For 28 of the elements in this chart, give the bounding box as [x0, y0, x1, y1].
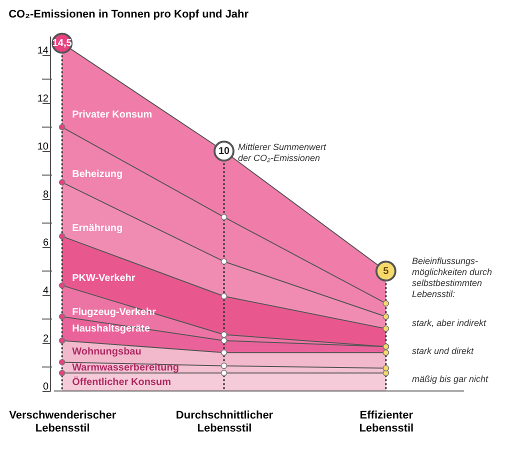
- x-tick-label: Verschwenderischer Lebensstil: [9, 410, 117, 434]
- y-tick-label: 14: [37, 46, 49, 57]
- text: mäßig bis gar nicht: [412, 374, 489, 384]
- series-label: Privater Konsum: [72, 110, 152, 121]
- y-tick-label: 4: [42, 286, 49, 297]
- series-label: Öffentlicher Konsum: [72, 376, 172, 388]
- text: Beieinflussungs-möglichkeiten durch selbstbestimmten Lebensstil:: [412, 256, 492, 299]
- series-label: Wohnungsbau: [72, 346, 142, 358]
- series-label: Flugzeug-Verkehr: [72, 306, 156, 318]
- series-label: Ernährung: [72, 223, 123, 234]
- chart-title: CO₂-Emissionen in Tonnen pro Kopf und Jahr: [8, 8, 250, 21]
- y-tick-label: 6: [42, 238, 49, 249]
- y-tick-label: 10: [37, 142, 49, 153]
- series-label: Haushaltsgeräte: [72, 324, 150, 335]
- series-label: Beheizung: [72, 169, 123, 180]
- y-tick-label: 2: [42, 334, 49, 345]
- y-tick-label: 8: [42, 190, 49, 201]
- text: stark und direkt: [412, 346, 474, 356]
- x-tick-label: Durchschnittlicher Lebensstil: [176, 410, 274, 434]
- total-label: 10: [218, 146, 230, 158]
- total-label: 5: [383, 266, 390, 278]
- series-label: Warmwasserbereitung: [72, 362, 179, 374]
- text: stark, aber indirekt: [412, 318, 487, 328]
- series-label: PKW-Verkehr: [72, 273, 136, 284]
- y-tick-label: 0: [42, 382, 49, 392]
- annotation: Mittlerer Summenwert der CO₂-Emissionen: [238, 142, 327, 164]
- y-tick-label: 12: [37, 94, 49, 105]
- x-tick-label: Effizienter Lebensstil: [359, 410, 414, 434]
